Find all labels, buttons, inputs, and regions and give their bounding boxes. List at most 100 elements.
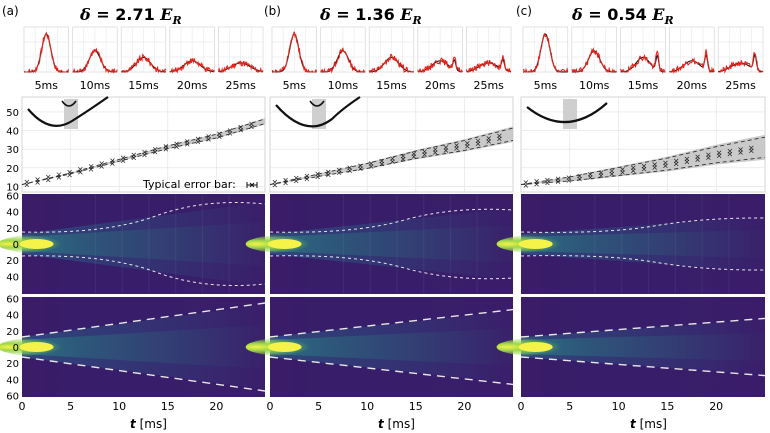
density-y-tick-label: 40 [6, 272, 19, 283]
density-stripe [647, 194, 650, 294]
error-bar-marker [246, 182, 258, 188]
panel-a-delta-sub: R [171, 14, 181, 27]
width-data-marker [673, 158, 679, 164]
density-a-experiment [0, 194, 266, 294]
width-data-marker [379, 158, 385, 164]
snapshot-time-label: 10ms [328, 79, 359, 92]
width-data-marker [749, 145, 754, 151]
panel-c-delta-value: = 0.54 [588, 5, 646, 24]
potential-inset [526, 99, 608, 129]
snapshot-b-3: 15ms [368, 26, 415, 92]
x-tick-label: 20 [457, 400, 471, 413]
x-tick-label: 0 [518, 400, 525, 413]
width-plot-frame [21, 96, 266, 193]
snapshot-experiment-line [417, 56, 463, 73]
width-plot-a [21, 96, 266, 193]
potential-inset [275, 96, 361, 129]
panel-b-delta-symbol: δ [319, 5, 331, 24]
x-tick-label: 5 [67, 400, 74, 413]
density-stripe [476, 194, 478, 294]
density-y-tick-label: 20 [6, 224, 19, 235]
width-y-tick-label: 20 [6, 164, 19, 175]
snapshot-experiment-line [620, 50, 666, 75]
width-data-marker [609, 168, 615, 174]
x-tick-label: 0 [267, 400, 274, 413]
x-tick-label: 0 [19, 400, 26, 413]
width-data-marker [88, 164, 94, 169]
width-data-marker [326, 169, 331, 175]
density-y-tick-label: 0 [13, 343, 19, 354]
width-data-marker [249, 121, 254, 127]
inset-small-well [61, 100, 77, 107]
snapshot-a-3: 15ms [120, 26, 167, 92]
density-stripe [342, 194, 345, 294]
density-width-guide [269, 208, 514, 233]
width-data-marker [293, 175, 299, 181]
snapshot-time-label: 10ms [579, 79, 610, 92]
width-y-tick-label: 40 [6, 127, 19, 138]
density-width-guide [520, 255, 766, 271]
snapshot-c-2: 10ms [571, 26, 617, 92]
x-axis-label-b-var: t [378, 417, 385, 431]
width-data-marker [695, 154, 700, 160]
x-tick-label: 15 [161, 400, 175, 413]
snapshot-experiment-line [465, 55, 511, 74]
inset-small-well [309, 100, 325, 107]
density-a-theory [0, 297, 266, 397]
panel-b-tag: (b) [264, 4, 281, 18]
x-tick-label: 20 [209, 400, 223, 413]
density-width-guide [269, 356, 514, 386]
density-stripe [674, 194, 676, 294]
width-data-marker [727, 148, 733, 154]
panel-c-delta-sub: R [663, 14, 673, 27]
width-data-marker [315, 171, 320, 177]
snapshot-experiment-line [217, 60, 264, 74]
x-axis-label-b-unit: [ms] [388, 417, 415, 431]
density-stripe [728, 194, 730, 294]
width-data-marker [534, 179, 539, 184]
density-width-guide [520, 217, 766, 233]
width-data-marker [475, 138, 481, 144]
density-y-tick-label: 60 [6, 192, 19, 203]
width-data-marker [706, 152, 711, 157]
width-data-marker [35, 177, 40, 182]
snapshot-time-label: 5ms [35, 79, 59, 92]
snapshot-c-5: 25ms [717, 26, 764, 92]
density-stripe [701, 194, 703, 294]
x-tick-label: 15 [660, 400, 674, 413]
snapshot-time-label: 15ms [628, 79, 659, 92]
width-data-marker [555, 176, 561, 182]
density-stripe [121, 194, 123, 294]
svg-text:t [ms]: t [ms] [130, 417, 167, 431]
snapshot-time-label: 15ms [376, 79, 407, 92]
width-data-marker [163, 144, 169, 149]
snapshot-time-label: 5ms [534, 79, 558, 92]
snapshot-c-4: 20ms [669, 26, 715, 92]
width-data-marker [443, 145, 449, 150]
width-data-marker [663, 160, 668, 166]
density-y-tick-label: 20 [6, 256, 19, 267]
inset-potential-curve [526, 102, 608, 124]
width-data-marker [358, 163, 363, 168]
density-stripe [94, 194, 97, 294]
snapshot-time-label: 20ms [177, 79, 208, 92]
panel-c-tag: (c) [516, 4, 532, 18]
x-tick-label: 10 [612, 400, 626, 413]
width-plots [21, 96, 766, 193]
width-data-marker [283, 177, 288, 183]
width-data-marker [432, 147, 438, 152]
density-width-guide [520, 317, 766, 338]
x-axis-label-c-unit: [ms] [640, 417, 667, 431]
width-data-marker [347, 165, 352, 171]
width-y-tick-label: 30 [6, 145, 19, 156]
inset-potential-curve [275, 96, 361, 128]
snapshot-c-3: 15ms [620, 26, 666, 92]
density-b-experiment [245, 194, 514, 294]
snapshot-a-1: 5ms [23, 26, 70, 92]
x-tick-label: 10 [112, 400, 126, 413]
width-data-marker [716, 150, 722, 156]
density-y-tick-label: 20 [6, 359, 19, 370]
width-y-tick-label: 10 [6, 182, 19, 193]
